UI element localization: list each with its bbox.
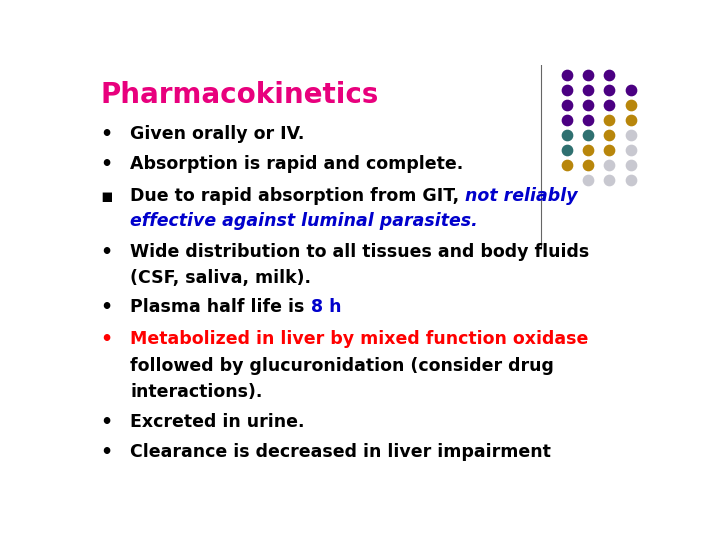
Point: [604, 116, 616, 124]
Text: •: •: [100, 299, 112, 318]
Text: Plasma half life is: Plasma half life is: [130, 299, 310, 316]
Point: [625, 131, 636, 139]
Point: [582, 146, 594, 154]
Text: •: •: [100, 243, 112, 262]
Point: [582, 161, 594, 170]
Point: [625, 161, 636, 170]
Point: [625, 86, 636, 94]
Point: [582, 86, 594, 94]
Text: •: •: [100, 156, 112, 174]
Text: Excreted in urine.: Excreted in urine.: [130, 413, 305, 431]
Point: [582, 116, 594, 124]
Point: [582, 131, 594, 139]
Text: Due to rapid absorption from GIT,: Due to rapid absorption from GIT,: [130, 187, 465, 205]
Point: [604, 86, 616, 94]
Point: [604, 71, 616, 79]
Point: [562, 146, 573, 154]
Text: Metabolized in liver by mixed function oxidase: Metabolized in liver by mixed function o…: [130, 330, 588, 348]
Point: [604, 146, 616, 154]
Text: •: •: [100, 125, 112, 144]
Point: [625, 101, 636, 110]
Text: followed by glucuronidation (consider drug: followed by glucuronidation (consider dr…: [130, 357, 554, 375]
Point: [604, 161, 616, 170]
Point: [562, 131, 573, 139]
Text: Given orally or IV.: Given orally or IV.: [130, 125, 305, 143]
Text: Pharmacokinetics: Pharmacokinetics: [100, 82, 379, 110]
Text: 8 h: 8 h: [310, 299, 341, 316]
Text: Wide distribution to all tissues and body fluids: Wide distribution to all tissues and bod…: [130, 243, 590, 261]
Text: ▪: ▪: [100, 187, 113, 206]
Text: (CSF, saliva, milk).: (CSF, saliva, milk).: [130, 268, 311, 287]
Point: [604, 101, 616, 110]
Point: [604, 131, 616, 139]
Point: [582, 101, 594, 110]
Text: •: •: [100, 443, 112, 462]
Point: [625, 146, 636, 154]
Text: not reliably: not reliably: [465, 187, 578, 205]
Point: [625, 116, 636, 124]
Text: •: •: [100, 413, 112, 432]
Point: [562, 161, 573, 170]
Text: Clearance is decreased in liver impairment: Clearance is decreased in liver impairme…: [130, 443, 551, 461]
Point: [562, 71, 573, 79]
Point: [562, 116, 573, 124]
Point: [582, 176, 594, 184]
Point: [604, 176, 616, 184]
Text: effective against luminal parasites.: effective against luminal parasites.: [130, 212, 478, 231]
Text: •: •: [100, 330, 112, 349]
Point: [562, 86, 573, 94]
Point: [625, 176, 636, 184]
Point: [562, 101, 573, 110]
Text: Absorption is rapid and complete.: Absorption is rapid and complete.: [130, 156, 464, 173]
Text: interactions).: interactions).: [130, 383, 263, 401]
Point: [582, 71, 594, 79]
